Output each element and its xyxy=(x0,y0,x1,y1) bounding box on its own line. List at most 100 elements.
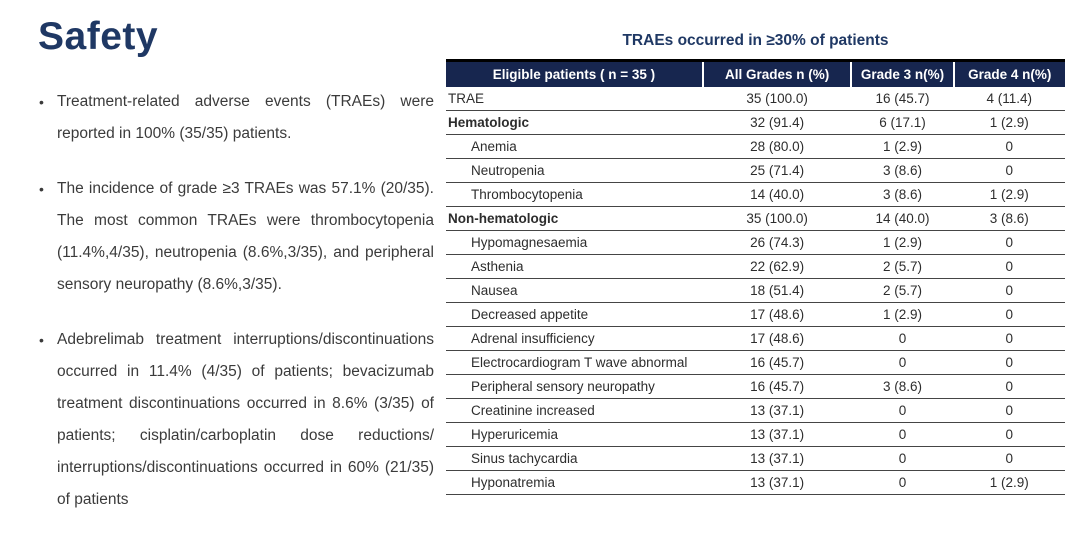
row-label-cell: Hyponatremia xyxy=(446,470,703,495)
cell-grade3: 3 (8.6) xyxy=(851,182,954,207)
row-label-cell: Decreased appetite xyxy=(446,302,703,327)
cell-all-grades: 28 (80.0) xyxy=(702,134,852,159)
cell-all-grades: 17 (48.6) xyxy=(702,302,852,327)
column-header-all-grades: All Grades n (%) xyxy=(701,60,852,87)
cell-grade4: 0 xyxy=(953,374,1065,399)
cell-grade4: 0 xyxy=(953,422,1065,447)
row-label-cell: Peripheral sensory neuropathy xyxy=(446,374,703,399)
column-header-grade4: Grade 4 n(%) xyxy=(952,60,1065,87)
cell-all-grades: 32 (91.4) xyxy=(702,110,852,135)
cell-grade3: 14 (40.0) xyxy=(851,206,954,231)
table-row: Asthenia 22 (62.9) 2 (5.7) 0 xyxy=(446,254,1065,279)
cell-grade4: 0 xyxy=(953,230,1065,255)
bullet-icon: • xyxy=(39,332,44,348)
cell-grade4: 0 xyxy=(953,326,1065,351)
row-label-cell: Sinus tachycardia xyxy=(446,446,703,471)
cell-grade4: 0 xyxy=(953,278,1065,303)
table-row: Sinus tachycardia 13 (37.1) 0 0 xyxy=(446,446,1065,471)
cell-grade4: 3 (8.6) xyxy=(953,206,1065,231)
cell-all-grades: 26 (74.3) xyxy=(702,230,852,255)
table-row: TRAE 35 (100.0) 16 (45.7) 4 (11.4) xyxy=(446,87,1065,111)
cell-all-grades: 17 (48.6) xyxy=(702,326,852,351)
cell-all-grades: 16 (45.7) xyxy=(702,350,852,375)
row-label-cell: Thrombocytopenia xyxy=(446,182,703,207)
table-body: TRAE 35 (100.0) 16 (45.7) 4 (11.4) Hematolog… xyxy=(446,87,1065,495)
cell-grade3: 0 xyxy=(851,470,954,495)
cell-grade3: 1 (2.9) xyxy=(851,302,954,327)
table-header: Eligible patients ( n = 35 ) All Grades … xyxy=(446,60,1065,87)
row-label-cell: Anemia xyxy=(446,134,703,159)
row-label-cell: Nausea xyxy=(446,278,703,303)
table-row: Thrombocytopenia 14 (40.0) 3 (8.6) 1 (2.9) xyxy=(446,182,1065,207)
cell-all-grades: 25 (71.4) xyxy=(702,158,852,183)
table-row: Nausea 18 (51.4) 2 (5.7) 0 xyxy=(446,278,1065,303)
bullet-text: Adebrelimab treatment interruptions/disc… xyxy=(57,331,434,508)
row-label-cell: Creatinine increased xyxy=(446,398,703,423)
cell-all-grades: 14 (40.0) xyxy=(702,182,852,207)
cell-grade4: 1 (2.9) xyxy=(953,470,1065,495)
table-row: Anemia 28 (80.0) 1 (2.9) 0 xyxy=(446,134,1065,159)
table-row: Hyponatremia 13 (37.1) 0 1 (2.9) xyxy=(446,470,1065,495)
bullet-icon: • xyxy=(39,181,44,197)
bullet-text: The incidence of grade ≥3 TRAEs was 57.1… xyxy=(57,180,434,293)
cell-grade4: 0 xyxy=(953,158,1065,183)
cell-grade3: 0 xyxy=(851,422,954,447)
bullet-icon: • xyxy=(39,94,44,110)
cell-all-grades: 16 (45.7) xyxy=(702,374,852,399)
row-label-cell: Neutropenia xyxy=(446,158,703,183)
table-row: Decreased appetite 17 (48.6) 1 (2.9) 0 xyxy=(446,302,1065,327)
cell-grade4: 4 (11.4) xyxy=(953,87,1065,111)
cell-grade4: 0 xyxy=(953,134,1065,159)
cell-grade3: 2 (5.7) xyxy=(851,254,954,279)
cell-grade3: 0 xyxy=(851,350,954,375)
table-row: Non-hematologic 35 (100.0) 14 (40.0) 3 (8.6… xyxy=(446,206,1065,231)
column-header-eligible-patients: Eligible patients ( n = 35 ) xyxy=(446,60,703,87)
cell-grade4: 0 xyxy=(953,254,1065,279)
row-label-cell: Adrenal insufficiency xyxy=(446,326,703,351)
cell-grade3: 0 xyxy=(851,446,954,471)
cell-grade3: 2 (5.7) xyxy=(851,278,954,303)
cell-all-grades: 13 (37.1) xyxy=(702,398,852,423)
cell-grade3: 0 xyxy=(851,326,954,351)
cell-grade3: 1 (2.9) xyxy=(851,230,954,255)
row-label-cell: Asthenia xyxy=(446,254,703,279)
cell-grade3: 3 (8.6) xyxy=(851,374,954,399)
cell-all-grades: 35 (100.0) xyxy=(702,206,852,231)
table-row: Hypomagnesaemia 26 (74.3) 1 (2.9) 0 xyxy=(446,230,1065,255)
cell-grade4: 0 xyxy=(953,446,1065,471)
cell-grade4: 1 (2.9) xyxy=(953,182,1065,207)
cell-grade3: 6 (17.1) xyxy=(851,110,954,135)
cell-grade4: 1 (2.9) xyxy=(953,110,1065,135)
bullet-item: • Adebrelimab treatment interruptions/di… xyxy=(38,324,434,516)
table-row: Adrenal insufficiency 17 (48.6) 0 0 xyxy=(446,326,1065,351)
cell-all-grades: 13 (37.1) xyxy=(702,422,852,447)
cell-grade4: 0 xyxy=(953,302,1065,327)
cell-grade3: 16 (45.7) xyxy=(851,87,954,111)
cell-all-grades: 35 (100.0) xyxy=(702,87,852,111)
table-row: Electrocardiogram T wave abnormal 16 (45.… xyxy=(446,350,1065,375)
table-row: Peripheral sensory neuropathy 16 (45.7) 3 … xyxy=(446,374,1065,399)
bullet-item: • The incidence of grade ≥3 TRAEs was 57… xyxy=(38,173,434,301)
adverse-events-table: Eligible patients ( n = 35 ) All Grades … xyxy=(446,59,1065,495)
cell-grade3: 1 (2.9) xyxy=(851,134,954,159)
table-panel: TRAEs occurred in ≥30% of patients Eligi… xyxy=(446,30,1065,495)
row-label-cell: Hematologic xyxy=(446,110,703,135)
row-label-cell: Hypomagnesaemia xyxy=(446,230,703,255)
cell-all-grades: 13 (37.1) xyxy=(702,470,852,495)
left-text-column: Safety • Treatment-related adverse event… xyxy=(38,14,434,539)
table-row: Creatinine increased 13 (37.1) 0 0 xyxy=(446,398,1065,423)
row-label-cell: Electrocardiogram T wave abnormal xyxy=(446,350,703,375)
cell-grade3: 0 xyxy=(851,398,954,423)
cell-grade3: 3 (8.6) xyxy=(851,158,954,183)
cell-grade4: 0 xyxy=(953,350,1065,375)
cell-grade4: 0 xyxy=(953,398,1065,423)
bullet-text: Treatment-related adverse events (TRAEs)… xyxy=(57,93,434,142)
row-label-cell: TRAE xyxy=(446,87,703,111)
page-title: Safety xyxy=(38,15,159,58)
cell-all-grades: 18 (51.4) xyxy=(702,278,852,303)
table-row: Hyperuricemia 13 (37.1) 0 0 xyxy=(446,422,1065,447)
row-label-cell: Hyperuricemia xyxy=(446,422,703,447)
row-label-cell: Non-hematologic xyxy=(446,206,703,231)
cell-all-grades: 22 (62.9) xyxy=(702,254,852,279)
table-row: Hematologic 32 (91.4) 6 (17.1) 1 (2.9) xyxy=(446,110,1065,135)
